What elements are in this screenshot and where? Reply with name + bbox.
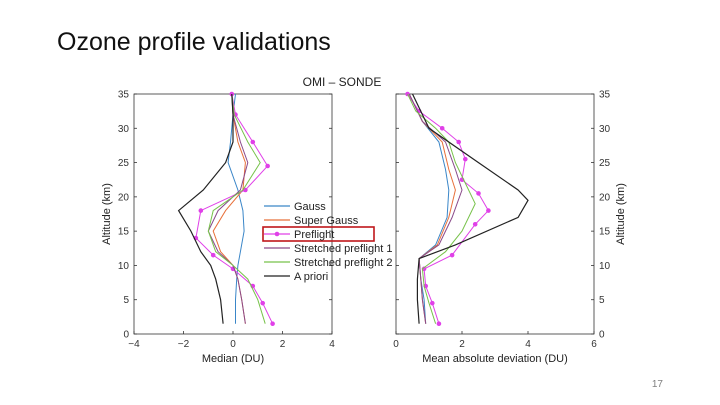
- panel-2-series-a-priori: [411, 93, 529, 324]
- panel-1-point-preflight: [250, 139, 256, 145]
- panel-2-ytick-label: 30: [599, 124, 611, 135]
- panel-2-xtick-label: 2: [459, 339, 465, 350]
- panel-1-ytick-label: 35: [118, 90, 130, 101]
- panel-1-point-preflight: [243, 187, 248, 193]
- panel-2-ylabel: Altitude (km): [615, 183, 627, 245]
- panel-1-ytick-label: 5: [123, 295, 129, 306]
- panel-1-xtick-label: 4: [329, 339, 335, 350]
- panel-2-xtick-label: 4: [525, 339, 531, 350]
- page-number: 17: [651, 379, 663, 390]
- panel-1-series-stretched-preflight-2: [207, 93, 266, 324]
- panel-2-xtick-label: 6: [591, 339, 597, 350]
- panel-2-series-gauss: [408, 93, 450, 324]
- panel-2-point-preflight: [456, 139, 462, 145]
- panel-1-ylabel: Altitude (km): [101, 183, 113, 245]
- panel-2-series-stretched-preflight-2: [407, 93, 476, 324]
- panel-1-xtick-label: −4: [128, 339, 140, 350]
- panel-2-frame: [395, 93, 595, 335]
- panel-2-point-preflight: [430, 300, 435, 306]
- panel-1-ytick-label: 10: [118, 261, 130, 272]
- slide-title: Ozone profile validations: [57, 28, 331, 56]
- legend-label-preflight: Preflight: [294, 229, 334, 241]
- panel-1-ytick-label: 20: [118, 192, 130, 203]
- panel-2-ytick-label: 20: [599, 192, 611, 203]
- panel-1-xlabel: Median (DU): [202, 353, 264, 365]
- panel-2-ytick-label: 15: [599, 227, 611, 238]
- panel-2-ytick-label: 35: [599, 90, 611, 101]
- panel-2-point-preflight: [472, 221, 478, 227]
- panel-2-xtick-label: 0: [393, 339, 399, 350]
- legend-highlight-box: [262, 226, 375, 242]
- legend-label-super-gauss: Super Gauss: [294, 215, 359, 227]
- panel-2-xlabel: Mean absolute deviation (DU): [422, 353, 568, 365]
- panel-2-point-preflight: [439, 125, 445, 131]
- panel-1-ytick-label: 30: [118, 124, 130, 135]
- legend-label-gauss: Gauss: [294, 201, 326, 213]
- panel-1-series-stretched-preflight-1: [207, 93, 249, 324]
- panel-1-ytick-label: 25: [118, 158, 130, 169]
- panel-2-ytick-label: 10: [599, 261, 611, 272]
- panel-2-ytick-label: 5: [599, 295, 605, 306]
- legend-label-a-priori: A priori: [294, 271, 328, 283]
- panel-1-series-preflight: [195, 93, 274, 324]
- panel-1-point-preflight: [210, 252, 216, 258]
- panel-1-series-gauss: [227, 93, 245, 324]
- panel-2-point-preflight: [476, 191, 481, 196]
- panel-2-ytick-label: 25: [599, 158, 611, 169]
- panel-1-xtick-label: 2: [280, 339, 286, 350]
- panel-1-ytick-label: 15: [118, 227, 130, 238]
- panel-2-ytick-label: 0: [599, 330, 605, 341]
- panel-2-point-preflight: [463, 156, 468, 162]
- panel-2-series-preflight: [407, 93, 490, 324]
- panel-1-ytick-label: 0: [123, 330, 129, 341]
- panel-1-point-preflight: [229, 91, 235, 97]
- chart-title: OMI – SONDE: [303, 75, 382, 89]
- panel-1-xtick-label: 0: [230, 339, 236, 350]
- legend-marker-preflight: [274, 231, 280, 237]
- panel-1-point-preflight: [265, 163, 270, 169]
- panel-2-series-stretched-preflight-1: [408, 93, 463, 324]
- legend-label-stretched-preflight-2: Stretched preflight 2: [294, 257, 392, 269]
- panel-1-xtick-label: −2: [178, 339, 190, 350]
- panel-1-point-preflight: [198, 208, 204, 213]
- panel-2-series-super-gauss: [408, 93, 456, 324]
- panel-2-point-preflight: [486, 208, 491, 213]
- panel-1-series-a-priori: [177, 93, 234, 324]
- panel-1-point-preflight: [270, 321, 275, 327]
- panel-2-point-preflight: [405, 91, 410, 97]
- panel-1-point-preflight: [260, 300, 266, 306]
- panel-2-point-preflight: [436, 321, 442, 327]
- panel-2-point-preflight: [449, 252, 455, 258]
- legend-label-stretched-preflight-1: Stretched preflight 1: [294, 243, 392, 255]
